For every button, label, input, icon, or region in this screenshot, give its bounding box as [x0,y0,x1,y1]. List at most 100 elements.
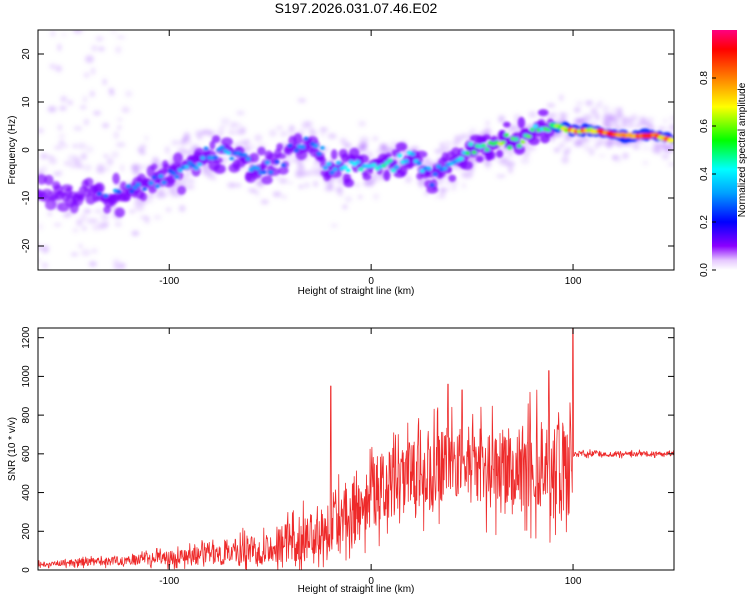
spectral-track-blob [383,169,391,182]
spectral-core-blob [264,160,270,165]
spectral-noise-blob [41,262,49,269]
spectral-noise-blob [53,223,62,227]
spectral-track-blob [221,137,233,147]
spectral-noise-blob [591,109,596,113]
spectral-noise-blob [288,125,295,133]
snr-xlabel: Height of straight line (km) [298,584,415,595]
spectral-noise-blob [278,177,288,184]
spectral-core-blob [429,183,435,187]
spectral-core-blob [193,166,199,170]
spectral-core-blob [177,168,183,172]
spectral-noise-blob [597,100,604,104]
spectral-noise-blob [98,222,108,230]
spectral-noise-blob [186,169,192,174]
spectral-noise-blob [546,114,554,121]
spectral-noise-blob [114,221,122,227]
spectral-noise-blob [57,43,62,52]
spectral-noise-blob [62,212,71,218]
spectral-core-blob [96,192,102,196]
spectral-noise-blob [232,183,243,188]
spectral-noise-blob [38,244,42,251]
spectral-noise-blob [49,63,57,70]
spectral-track-blob [165,175,176,184]
spectral-noise-blob [546,103,556,108]
spectral-noise-blob [206,171,214,180]
spectral-track-blob [293,133,303,146]
spectral-core-blob [484,147,490,152]
spectral-noise-blob [444,141,452,145]
spectral-core-blob [416,161,422,166]
colorbar-label: Normalized spectral amplitude [737,82,748,217]
spectral-core-blob [332,167,338,172]
spectral-track-blob [94,182,105,194]
spectral-noise-blob [520,157,530,165]
spectral-core-blob [203,146,209,151]
spectral-noise-blob [557,132,563,136]
spectral-noise-blob [575,101,584,106]
colorbar-gradient [712,30,737,270]
spectral-noise-blob [667,162,674,167]
spectral-track-blob [391,159,398,167]
spectral-noise-blob [566,146,571,150]
spectral-noise-blob [131,230,140,237]
spectral-noise-blob [281,194,288,200]
spectral-noise-blob [178,148,188,153]
spectral-core-blob [184,165,190,169]
spectral-noise-blob [134,204,145,212]
spectral-core-blob [335,161,341,165]
spectral-core-blob [268,170,274,174]
spectral-core-blob [326,162,332,166]
spectrogram-x-tick-label: -100 [159,276,179,287]
spectral-noise-blob [76,219,83,227]
spectral-noise-blob [573,141,580,146]
spectral-core-blob [171,171,177,175]
spectral-noise-blob [38,223,43,230]
spectral-core-blob [342,165,348,169]
spectral-noise-blob [418,183,424,188]
spectral-noise-blob [646,117,655,122]
spectral-noise-blob [155,192,166,199]
spectral-noise-blob [85,55,94,63]
spectral-core-blob [142,187,148,191]
spectral-core-blob [303,136,309,141]
spectral-core-blob [384,161,390,165]
spectral-noise-blob [76,142,87,150]
spectral-noise-blob [309,127,315,134]
spectral-noise-blob [59,105,67,111]
spectral-track-blob [209,140,216,150]
snr-y-axis: 0 200 400 600 800 1000 1200 [21,326,674,573]
spectral-noise-blob [113,263,123,270]
spectral-noise-blob [62,144,69,148]
spectral-noise-blob [102,123,110,128]
spectral-track-blob [460,160,473,170]
spectral-noise-blob [106,157,114,166]
spectral-core-blob [481,143,487,148]
spectral-core-blob [167,169,173,173]
spectral-noise-blob [254,134,263,142]
spectral-noise-blob [417,178,425,185]
spectral-noise-blob [168,189,178,195]
spectral-noise-blob [268,129,277,137]
spectral-noise-blob [669,115,674,122]
spectral-noise-blob [359,143,364,149]
snr-y-tick-label: 0 [21,567,32,573]
spectral-noise-blob [657,145,663,150]
spectral-track-blob [78,193,85,201]
spectral-core-blob [242,153,248,157]
spectral-noise-blob [153,159,160,163]
spectral-noise-blob [183,131,191,140]
spectral-noise-blob [230,143,239,147]
spectral-core-blob [281,163,286,167]
spectral-core-blob [219,145,225,150]
spectral-noise-blob [598,154,607,158]
snr-x-tick-label: 100 [565,576,582,587]
spectral-noise-blob [622,152,629,159]
spectral-core-blob [187,161,193,165]
figure-title: S197.2026.031.07.46.E02 [275,0,438,16]
spectral-core-blob [161,180,167,185]
spectral-track-blob [139,192,148,202]
spectral-noise-blob [606,141,613,149]
spectral-core-blob [151,175,157,180]
spectral-noise-blob [88,261,97,267]
spectral-core-blob [355,160,361,164]
